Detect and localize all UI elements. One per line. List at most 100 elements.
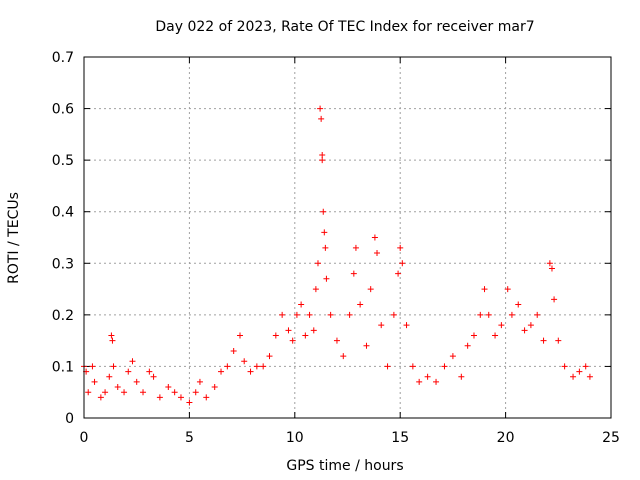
data-point <box>352 244 359 251</box>
data-point <box>247 368 254 375</box>
data-point <box>551 296 558 303</box>
x-tick-label: 20 <box>497 430 515 446</box>
data-point <box>322 244 329 251</box>
data-point <box>165 384 172 391</box>
data-point <box>109 337 116 344</box>
data-point <box>85 389 92 396</box>
data-point <box>540 337 547 344</box>
data-point <box>340 353 347 360</box>
axis-ticks: 0 5 10 15 20 25 0 0.1 0.2 0.3 0.4 0.5 0.6 0.7 <box>52 50 620 446</box>
data-point <box>449 353 456 360</box>
data-point <box>485 311 492 318</box>
plot-frame <box>83 56 612 419</box>
data-point <box>363 342 370 349</box>
data-point <box>108 332 115 339</box>
data-point <box>266 353 273 360</box>
chart-title: Day 022 of 2023, Rate Of TEC Index for r… <box>155 19 534 35</box>
data-point <box>306 311 313 318</box>
data-point <box>416 378 423 385</box>
data-point <box>298 301 305 308</box>
data-point <box>110 363 117 370</box>
data-point <box>285 327 292 334</box>
data-point <box>570 373 577 380</box>
data-point <box>186 399 193 406</box>
data-point <box>498 322 505 329</box>
data-point <box>399 260 406 267</box>
data-point <box>236 332 243 339</box>
data-point <box>546 260 553 267</box>
data-point <box>441 363 448 370</box>
data-point <box>272 332 279 339</box>
y-tick-label: 0.5 <box>52 153 74 169</box>
y-tick-label: 0.2 <box>52 308 74 324</box>
data-point <box>333 337 340 344</box>
data-point <box>586 373 593 380</box>
data-point <box>576 368 583 375</box>
data-point <box>521 327 528 334</box>
data-point <box>211 384 218 391</box>
data-point <box>371 234 378 241</box>
data-point <box>433 378 440 385</box>
data-point <box>314 260 321 267</box>
data-point <box>317 105 324 112</box>
data-point <box>97 394 104 401</box>
data-point <box>253 363 260 370</box>
data-point <box>177 394 184 401</box>
y-tick-label: 0.4 <box>52 205 74 221</box>
data-point <box>346 311 353 318</box>
data-point <box>133 378 140 385</box>
data-point <box>327 311 334 318</box>
data-point <box>378 322 385 329</box>
data-point <box>310 327 317 334</box>
data-point <box>146 368 153 375</box>
data-point <box>319 151 326 158</box>
data-point <box>192 389 199 396</box>
data-point <box>367 286 374 293</box>
x-tick-label: 0 <box>80 430 89 446</box>
data-point <box>561 363 568 370</box>
x-tick-label: 5 <box>185 430 194 446</box>
data-point <box>91 378 98 385</box>
data-point <box>424 373 431 380</box>
data-point <box>350 270 357 277</box>
data-point <box>321 229 328 236</box>
data-point <box>129 358 136 365</box>
data-point <box>534 311 541 318</box>
data-point <box>89 363 96 370</box>
data-point <box>218 368 225 375</box>
data-point <box>230 347 237 354</box>
data-point <box>114 384 121 391</box>
data-point <box>357 301 364 308</box>
data-point <box>397 244 404 251</box>
data-point <box>527 322 534 329</box>
data-point <box>289 337 296 344</box>
data-point <box>458 373 465 380</box>
data-point <box>102 389 109 396</box>
y-tick-label: 0.7 <box>52 50 74 66</box>
data-point <box>395 270 402 277</box>
grid-lines <box>84 57 611 418</box>
data-point <box>548 265 555 272</box>
data-point <box>196 378 203 385</box>
data-point <box>374 249 381 256</box>
data-point <box>106 373 113 380</box>
x-tick-label: 25 <box>602 430 620 446</box>
data-point <box>125 368 132 375</box>
y-axis-label: ROTI / TECUs <box>6 192 22 284</box>
x-tick-label: 10 <box>286 430 304 446</box>
data-point <box>241 358 248 365</box>
data-point <box>492 332 499 339</box>
data-point <box>409 363 416 370</box>
data-point <box>260 363 267 370</box>
data-point <box>508 311 515 318</box>
data-point <box>140 389 147 396</box>
data-point <box>470 332 477 339</box>
data-point <box>318 115 325 122</box>
data-point <box>121 389 128 396</box>
data-point <box>403 322 410 329</box>
y-tick-label: 0.1 <box>52 359 74 375</box>
data-point <box>319 157 326 164</box>
data-point <box>582 363 589 370</box>
data-point <box>171 389 178 396</box>
